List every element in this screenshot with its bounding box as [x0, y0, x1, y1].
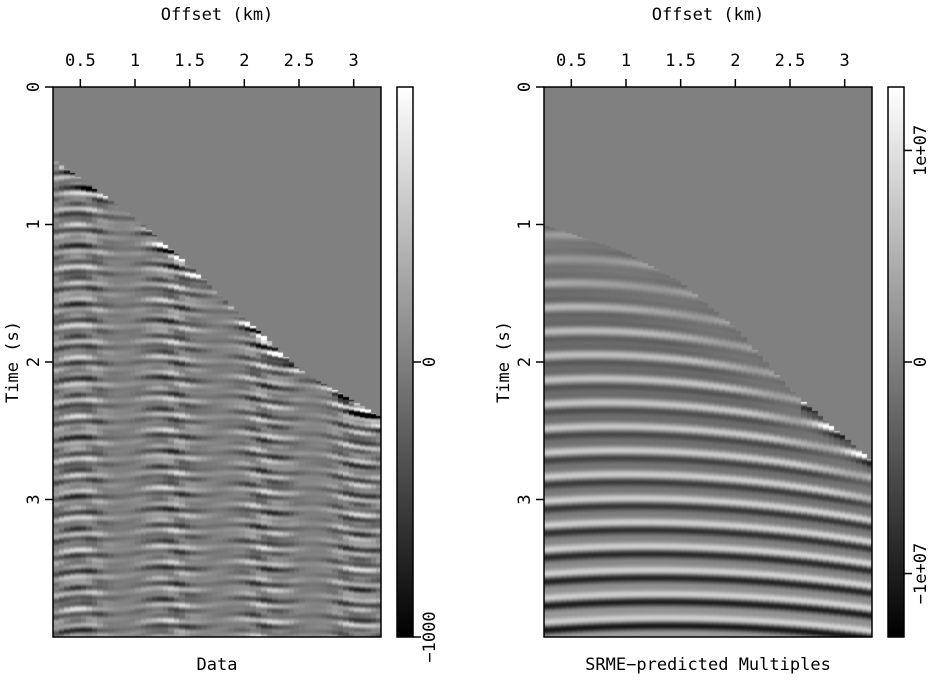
multiples-panel: 0.5 1 1.5 2 2.5 3 0 1 2 3 Offset (km) Time (s) S… [494, 5, 928, 675]
y-tick-label: 1 [24, 219, 44, 229]
data-y-axis-label: Time (s) [3, 321, 23, 403]
data-x-axis-label: Offset (km) [161, 5, 274, 25]
data-colorbar [397, 87, 413, 637]
multiples-panel-title: SRME−predicted Multiples [585, 655, 831, 675]
data-y-ticks: 0 1 2 3 [24, 82, 53, 505]
x-tick-label: 1 [130, 51, 140, 71]
data-panel: 0.5 1 1.5 2 2.5 3 0 1 2 3 Offset (km) Time (s) D… [3, 5, 440, 675]
colorbar-tick-label: 1e+07 [911, 125, 928, 176]
multiples-y-axis-label: Time (s) [494, 321, 514, 403]
y-tick-label: 3 [24, 494, 44, 504]
multiples-x-ticks: 0.5 1 1.5 2 2.5 3 [556, 51, 850, 87]
x-tick-label: 0.5 [65, 51, 96, 71]
x-tick-label: 2.5 [284, 51, 315, 71]
x-tick-label: 2 [239, 51, 249, 71]
data-panel-title: Data [197, 655, 238, 675]
y-tick-label: 2 [24, 357, 44, 367]
data-seismic-image [53, 87, 381, 637]
x-tick-label: 3 [840, 51, 850, 71]
x-tick-label: 1.5 [665, 51, 696, 71]
y-tick-label: 0 [515, 82, 535, 92]
y-tick-label: 2 [515, 357, 535, 367]
y-tick-label: 3 [515, 494, 535, 504]
x-tick-label: 2 [730, 51, 740, 71]
x-tick-label: 0.5 [556, 51, 587, 71]
data-x-ticks: 0.5 1 1.5 2 2.5 3 [65, 51, 359, 87]
multiples-y-ticks: 0 1 2 3 [515, 82, 544, 505]
colorbar-tick-label: −1e+07 [911, 543, 928, 604]
x-tick-label: 1 [621, 51, 631, 71]
colorbar-tick-label: 0 [420, 357, 440, 367]
y-tick-label: 0 [24, 82, 44, 92]
multiples-seismic-image [544, 87, 872, 637]
colorbar-tick-label: −1000 [420, 611, 440, 662]
x-tick-label: 2.5 [775, 51, 806, 71]
data-colorbar-ticks: 0 −1000 [413, 357, 440, 663]
multiples-colorbar [888, 87, 904, 637]
x-tick-label: 3 [349, 51, 359, 71]
colorbar-tick-label: 0 [911, 357, 928, 367]
multiples-colorbar-ticks: 1e+07 0 −1e+07 [904, 125, 928, 604]
y-tick-label: 1 [515, 219, 535, 229]
multiples-x-axis-label: Offset (km) [652, 5, 765, 25]
x-tick-label: 1.5 [174, 51, 205, 71]
